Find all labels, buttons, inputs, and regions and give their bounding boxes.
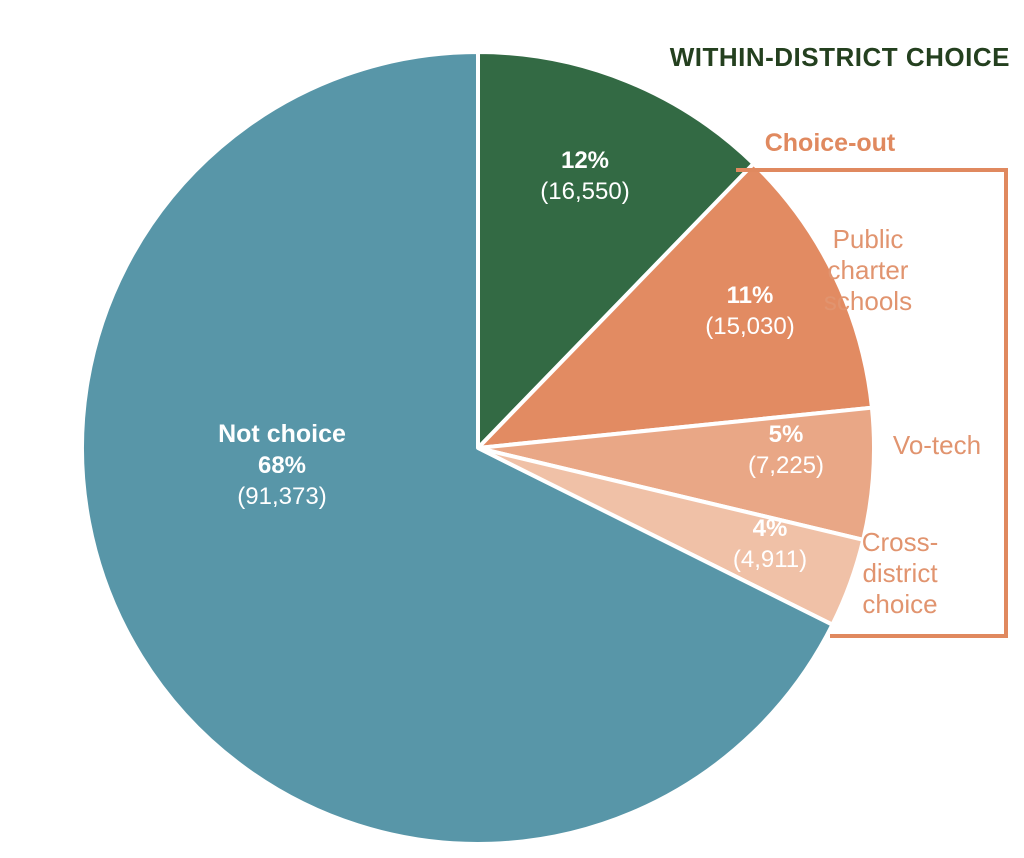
slice-count-label: (15,030)	[705, 313, 794, 340]
category-label: Public charter schools	[824, 224, 912, 316]
category-label-line: charter	[828, 255, 909, 285]
slice-percent-label: 12%	[561, 147, 609, 174]
category-label-line: Vo-tech	[893, 430, 981, 460]
category-label-line: choice	[862, 589, 937, 619]
choice-out-label: Choice-out	[765, 129, 896, 157]
pie-slices	[80, 50, 876, 846]
choice-out-bracket	[757, 168, 1008, 638]
category-label-line: schools	[824, 286, 912, 316]
slice-count-label: (4,911)	[733, 546, 807, 573]
slice-percent-label: 4%	[753, 515, 788, 542]
category-label-line: Cross-	[862, 527, 939, 557]
within-district-choice-header: WITHIN-DISTRICT CHOICE	[670, 42, 1010, 72]
pie-slice-public-charter-schools	[476, 161, 874, 450]
pie-slice-not-choice	[80, 50, 835, 846]
slice-count-label: (16,550)	[540, 178, 629, 205]
slice-name-label: Not choice	[218, 420, 346, 448]
pie-slice-within-district-choice	[476, 50, 756, 450]
choice-out-category-labels: Public charter schools Vo-tech Cross-distric…	[824, 224, 981, 619]
category-label-line: Public	[833, 224, 904, 254]
slice-percent-label: 68%	[258, 452, 306, 479]
category-label: Vo-tech	[893, 430, 981, 460]
slice-labels: 12% (16,550) 11% (15,030) 5% (7,225) 4% (4,911)…	[218, 147, 824, 573]
slice-count-label: (7,225)	[748, 452, 824, 479]
slice-percent-label: 11%	[727, 282, 774, 309]
pie-slice-vo-tech	[476, 405, 876, 542]
slice-count-label: (91,373)	[237, 483, 326, 510]
category-label: Cross-district choice	[862, 527, 939, 619]
category-label-line: district	[862, 558, 938, 588]
slice-percent-label: 5%	[769, 421, 804, 448]
